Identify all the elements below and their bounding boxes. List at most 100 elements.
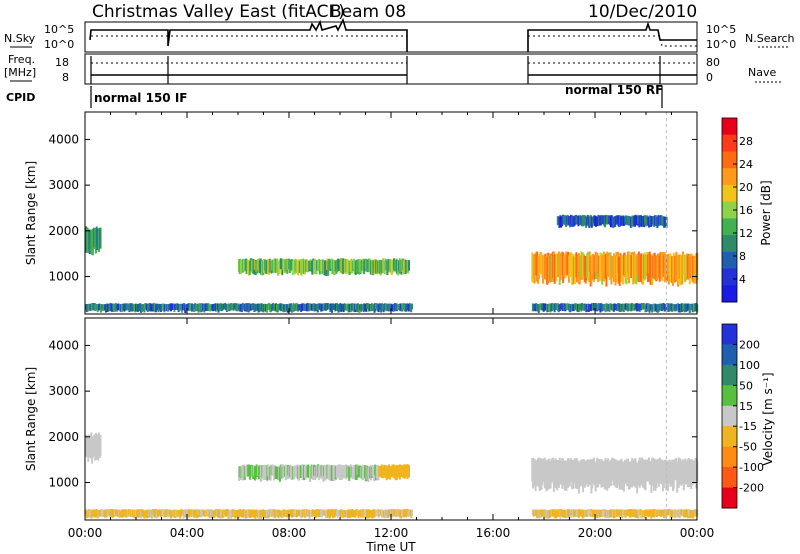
colorbar-frame (721, 323, 738, 509)
power-yticks: 4000 3000 2000 1000 (48, 132, 697, 284)
ytick-label: 4000 (48, 132, 79, 146)
colorbar-tick-label: 50 (739, 379, 753, 392)
ytick-label: 2000 (48, 430, 79, 444)
power-colorbar-label: Power [dB] (759, 180, 773, 245)
colorbar-swatch (722, 251, 737, 269)
power-feature-near-range-clutter (85, 303, 699, 313)
x-axis: 00:00 04:00 08:00 12:00 16:00 20:00 00:00 (68, 112, 715, 540)
velocity-yticks: 4000 3000 2000 1000 (48, 338, 697, 490)
colorbar-swatch (722, 364, 737, 386)
freq-tick-bottom: 8 (62, 71, 69, 84)
xtick-label: 00:00 (680, 526, 715, 540)
colorbar-swatch (722, 426, 737, 448)
xtick-label: 08:00 (272, 526, 307, 540)
colorbar-swatch (722, 201, 737, 219)
nave-tick-bottom: 0 (706, 71, 713, 84)
power-feature-midday-band (238, 258, 410, 277)
colorbar-tick-label: 100 (739, 359, 760, 372)
power-colorbar: 28 24 20 16 12 8 4 (721, 117, 753, 303)
freq-panel-frame (84, 53, 698, 85)
sky-right-tick-bottom: 10^0 (706, 38, 736, 51)
power-feature-early-echo (85, 226, 102, 256)
freq-label-2: [MHz] (4, 66, 36, 79)
colorbar-swatch (722, 168, 737, 186)
velocity-cell (411, 509, 413, 516)
colorbar-tick-label: -15 (739, 420, 757, 433)
sky-left-tick-bottom: 10^0 (44, 38, 74, 51)
colorbar-tick-label: -100 (739, 461, 764, 474)
xtick-label: 00:00 (68, 526, 103, 540)
power-panel: 4000 3000 2000 1000 Slant Range [km] 28 24 20… (24, 111, 773, 315)
colorbar-swatch (722, 405, 737, 427)
colorbar-tick-label: 200 (739, 338, 760, 351)
sky-panel: N.Sky 10^5 10^0 10^5 10^0 N.Search (4, 17, 795, 53)
power-panel-frame (84, 111, 698, 315)
freq-panel: Freq. [MHz] 18 8 80 0 Nave (4, 53, 782, 85)
velocity-panel-frame (84, 317, 698, 521)
velocity-feature-midday-band-edge (378, 464, 410, 481)
velocity-feature-evening-band (531, 457, 699, 494)
ytick-label: 3000 (48, 384, 79, 398)
ytick-label: 4000 (48, 338, 79, 352)
colorbar-tick-label: 20 (739, 181, 753, 194)
beam-label: Beam 08 (330, 2, 406, 22)
xtick-label: 20:00 (578, 526, 613, 540)
velocity-feature-near-range-clutter (85, 509, 699, 519)
search-trace-b (528, 35, 697, 47)
sky-panel-frame (84, 21, 698, 53)
power-cell (99, 227, 102, 249)
colorbar-tick-label: 16 (739, 204, 753, 217)
colorbar-swatch (722, 467, 737, 488)
sky-left-label: N.Sky (4, 32, 36, 45)
colorbar-swatch (722, 344, 737, 366)
velocity-ylabel: Slant Range [km] (24, 367, 38, 471)
colorbar-tick-label: 15 (739, 400, 753, 413)
velocity-feature-early-echo (85, 432, 102, 464)
ytick-label: 3000 (48, 178, 79, 192)
colorbar-swatch (722, 235, 737, 253)
colorbar-swatch (722, 285, 737, 303)
cpid-mode-2: normal 150 RF (565, 83, 663, 97)
colorbar-tick-label: 28 (739, 135, 753, 148)
colorbar-tick-label: 12 (739, 227, 753, 240)
colorbar-swatch (722, 446, 737, 468)
power-plot-area (85, 112, 699, 314)
freq-tick-top: 18 (55, 56, 69, 69)
xtick-label: 16:00 (476, 526, 511, 540)
sky-left-tick-top: 10^5 (44, 23, 74, 36)
colorbar-swatch (722, 385, 737, 407)
colorbar-swatch (722, 487, 737, 509)
date-label: 10/Dec/2010 (588, 2, 697, 22)
colorbar-swatch (722, 218, 737, 236)
colorbar-tick-label: -50 (739, 441, 757, 454)
x-axis-label: Time UT (365, 540, 416, 554)
colorbar-tick-label: 24 (739, 158, 753, 171)
velocity-plot-area (85, 318, 699, 520)
sky-trace-a (89, 17, 408, 52)
colorbar-tick-label: 8 (739, 250, 746, 263)
power-cell (408, 260, 410, 271)
colorbar-tick-label: -200 (739, 482, 764, 495)
ytick-label: 2000 (48, 224, 79, 238)
ytick-label: 1000 (48, 476, 79, 490)
velocity-colorbar-label: Velocity [m s⁻¹] (761, 372, 775, 465)
velocity-cell (408, 465, 410, 478)
power-feature-upper-band (556, 214, 668, 229)
power-feature-evening-band (531, 251, 699, 287)
colorbar-swatch (722, 324, 737, 345)
cpid-mode-1: normal 150 IF (94, 91, 188, 105)
velocity-feature-midday-band (238, 464, 380, 482)
xtick-label: 04:00 (170, 526, 205, 540)
sky-right-label: N.Search (745, 32, 795, 45)
title: Christmas Valley East (fitACF) (92, 2, 345, 22)
velocity-colorbar: 200 100 50 15 -15 -50 -100 -200 (721, 323, 764, 509)
xtick-label: 12:00 (374, 526, 409, 540)
power-ylabel: Slant Range [km] (24, 161, 38, 265)
colorbar-swatch (722, 118, 737, 136)
nave-label: Nave (748, 66, 776, 79)
cpid-panel: CPID normal 150 IF normal 150 RF (6, 83, 663, 108)
colorbar-swatch (722, 134, 737, 152)
colorbar-swatch (722, 151, 737, 169)
power-cell (411, 303, 413, 310)
velocity-panel: 4000 3000 2000 1000 Slant Range [km] 200 100… (24, 317, 775, 521)
